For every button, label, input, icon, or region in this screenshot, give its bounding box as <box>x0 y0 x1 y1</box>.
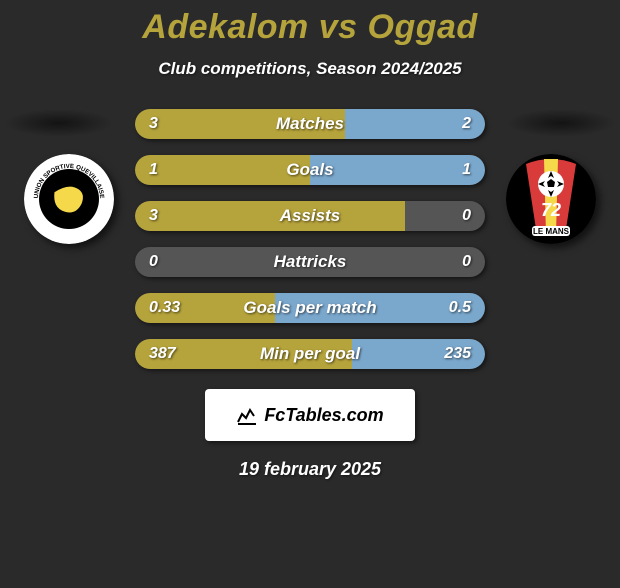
shadow-ellipse-right <box>506 109 616 137</box>
comparison-area: UNION SPORTIVE QUEVILLAISE 72 LE MANS 3M… <box>0 109 620 369</box>
stat-label: Hattricks <box>135 252 485 272</box>
stat-label: Matches <box>135 114 485 134</box>
stat-label: Assists <box>135 206 485 226</box>
stats-rows: 3Matches21Goals13Assists00Hattricks00.33… <box>135 109 485 369</box>
fctables-logo: FcTables.com <box>205 389 415 441</box>
title-right: Oggad <box>368 8 478 46</box>
stat-value-right: 235 <box>444 345 471 363</box>
stat-label: Goals per match <box>135 298 485 318</box>
team-badge-left: UNION SPORTIVE QUEVILLAISE <box>24 154 114 244</box>
badge-right-svg: 72 LE MANS <box>506 154 596 244</box>
stat-row: 0Hattricks0 <box>135 247 485 277</box>
stat-row: 3Matches2 <box>135 109 485 139</box>
logo-text: FcTables.com <box>264 405 383 426</box>
subtitle: Club competitions, Season 2024/2025 <box>0 59 620 79</box>
stat-row: 0.33Goals per match0.5 <box>135 293 485 323</box>
chart-icon <box>236 404 258 426</box>
page-title: Adekalom vs Oggad <box>0 8 620 47</box>
stat-value-right: 1 <box>462 161 471 179</box>
svg-text:72: 72 <box>541 200 561 220</box>
stat-label: Min per goal <box>135 344 485 364</box>
badge-left-svg: UNION SPORTIVE QUEVILLAISE <box>24 154 114 244</box>
stat-value-right: 0 <box>462 207 471 225</box>
team-badge-right: 72 LE MANS <box>506 154 596 244</box>
stat-row: 387Min per goal235 <box>135 339 485 369</box>
title-left: Adekalom <box>142 8 309 46</box>
stat-value-right: 2 <box>462 115 471 133</box>
stat-label: Goals <box>135 160 485 180</box>
stat-row: 3Assists0 <box>135 201 485 231</box>
date-text: 19 february 2025 <box>0 459 620 480</box>
title-vs: vs <box>319 8 358 46</box>
stat-row: 1Goals1 <box>135 155 485 185</box>
svg-text:LE MANS: LE MANS <box>533 227 570 236</box>
stat-value-right: 0 <box>462 253 471 271</box>
stat-value-right: 0.5 <box>449 299 471 317</box>
shadow-ellipse-left <box>4 109 114 137</box>
